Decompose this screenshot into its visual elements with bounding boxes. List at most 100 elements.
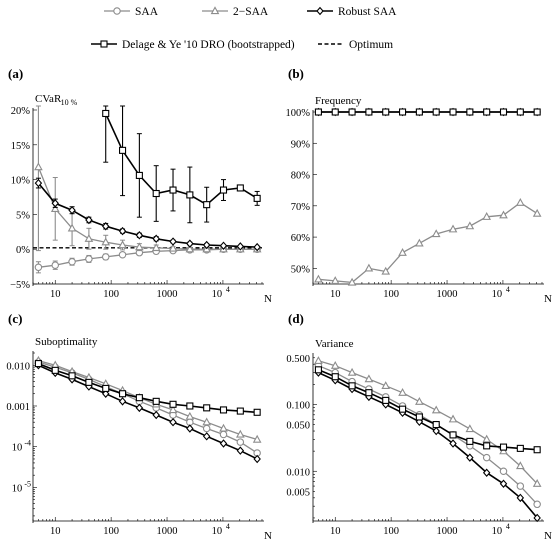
data-point: [169, 400, 177, 408]
legend-label: Delage & Ye '10 DRO (bootstrapped): [122, 39, 295, 51]
legend-marker: [100, 40, 108, 48]
data-point: [381, 266, 391, 275]
data-point: [152, 397, 160, 405]
y-tick-label: 0.010: [286, 467, 310, 478]
data-point: [431, 405, 441, 414]
data-point: [236, 438, 245, 446]
data-point: [331, 108, 339, 116]
data-point: [398, 405, 407, 413]
data-point: [85, 378, 93, 386]
legend-item-2-saa: 2−SAA: [202, 6, 269, 18]
y-axis-label: Suboptimality: [35, 336, 98, 348]
data-point: [135, 403, 144, 413]
data-point: [330, 360, 340, 369]
data-point: [152, 189, 160, 198]
data-point: [381, 381, 391, 389]
data-point: [118, 251, 127, 259]
x-tick-label: 1000: [157, 289, 178, 300]
data-point: [314, 356, 323, 364]
data-point: [102, 384, 110, 392]
data-point: [331, 373, 339, 381]
data-point: [516, 461, 525, 470]
data-point: [533, 500, 541, 509]
data-point: [67, 223, 77, 232]
data-point: [101, 222, 110, 231]
data-point: [466, 437, 474, 445]
series-line: [318, 371, 538, 519]
y-tick-label: 15%: [11, 141, 31, 152]
x-axis-label: N: [264, 530, 272, 542]
data-point: [449, 431, 457, 439]
data-point: [348, 382, 356, 390]
data-point: [253, 194, 261, 202]
data-point: [415, 413, 423, 421]
data-point: [499, 467, 508, 476]
data-point: [533, 446, 541, 454]
data-point: [219, 423, 228, 432]
panel-label: (d): [288, 311, 304, 326]
y-tick-label: 0.500: [286, 354, 310, 365]
data-point: [432, 108, 440, 116]
y-tick-label-exponent: -4: [24, 439, 31, 448]
data-point: [50, 204, 60, 212]
data-point: [252, 434, 262, 443]
y-tick-label: 100%: [286, 108, 311, 119]
x-tick-label-exponent: 4: [226, 285, 230, 294]
panel-label: (a): [8, 66, 23, 81]
y-tick-label: 70%: [291, 202, 311, 213]
data-point: [532, 479, 542, 487]
data-point: [51, 366, 59, 374]
data-point: [118, 146, 127, 154]
y-tick-label: 0.100: [286, 400, 310, 411]
legend-item-optimum: Optimum: [318, 39, 393, 51]
y-tick-label: 10: [12, 483, 23, 494]
x-tick-label: 100: [103, 526, 119, 537]
panel-a: (a)CVaR 10 %N10 100 1000 10 4−5%0%5%10%15%20%: [8, 66, 272, 305]
data-point: [449, 439, 457, 448]
data-point: [398, 387, 407, 396]
data-point: [34, 162, 43, 171]
legend-item-robust-saa: Robust SAA: [307, 6, 397, 18]
series-delage-ye-10-dro-bootstrapped: [314, 108, 541, 116]
data-point: [314, 108, 322, 116]
data-point: [482, 212, 492, 220]
series-delage-ye-10-dro-bootstrapped: [34, 360, 261, 416]
legend-marker: [113, 7, 121, 15]
data-point: [168, 405, 178, 414]
y-tick-label: 5%: [16, 210, 30, 221]
data-point: [347, 367, 357, 376]
series-2-saa: [314, 197, 542, 286]
data-point: [465, 221, 475, 230]
data-point: [68, 372, 76, 380]
x-tick-label-exponent: 4: [506, 522, 510, 531]
data-point: [432, 421, 440, 429]
data-point: [382, 396, 390, 404]
y-tick-label: 10: [12, 443, 23, 454]
series-line: [318, 201, 538, 284]
data-point: [253, 242, 261, 252]
data-point: [236, 407, 244, 415]
y-tick-label: −5%: [10, 280, 30, 291]
y-tick-label: 20%: [11, 106, 31, 117]
series-2-saa: [34, 105, 262, 253]
legend-item-delage-ye-10-dro-bootstrapped: Delage & Ye '10 DRO (bootstrapped): [91, 39, 295, 51]
data-point: [482, 434, 492, 443]
x-tick-label: 10: [330, 526, 341, 537]
data-point: [348, 108, 356, 116]
data-point: [398, 247, 407, 256]
data-point: [364, 263, 374, 272]
data-point: [415, 396, 424, 405]
data-point: [415, 238, 424, 247]
data-point: [364, 374, 374, 383]
y-axis-label-subscript: 10 %: [61, 98, 78, 107]
data-point: [236, 242, 245, 251]
data-point: [314, 366, 322, 374]
data-point: [202, 240, 211, 250]
y-tick-label: 0.001: [6, 402, 30, 413]
x-tick-label: 10: [50, 526, 61, 537]
data-point: [483, 108, 491, 116]
panel-label: (b): [288, 66, 304, 81]
data-point: [68, 257, 76, 266]
data-point: [253, 454, 261, 464]
legend-label: Optimum: [349, 39, 393, 51]
